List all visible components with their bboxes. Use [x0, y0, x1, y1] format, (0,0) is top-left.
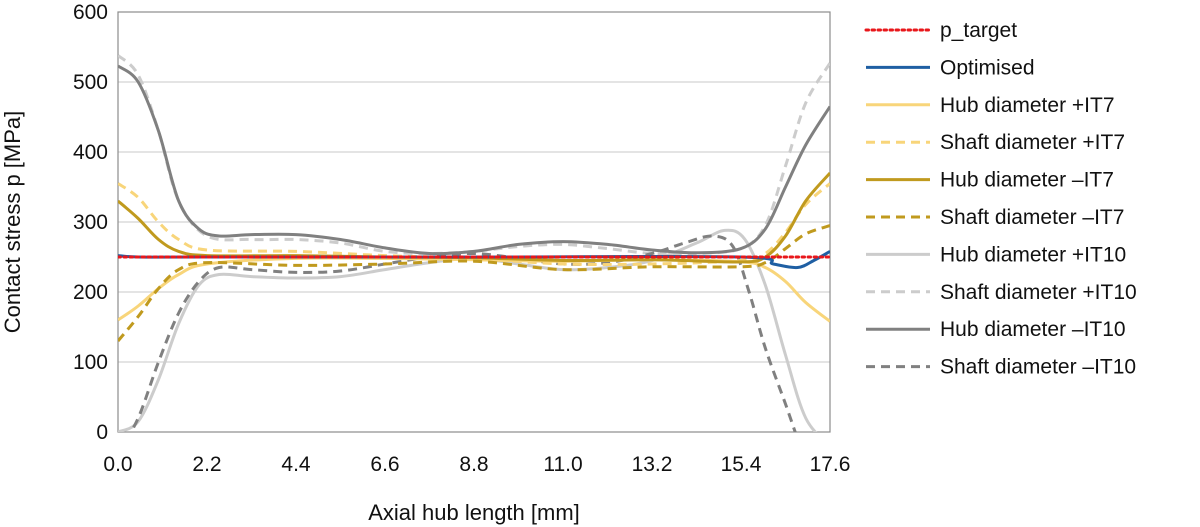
legend-label: Shaft diameter +IT10: [940, 281, 1137, 304]
x-tick-label: 17.6: [810, 453, 851, 476]
y-tick-label: 600: [73, 1, 108, 24]
series-line-5: [118, 224, 830, 342]
series-line-2: [118, 256, 830, 323]
x-tick-label: 2.2: [192, 453, 221, 476]
x-tick-label: 6.6: [370, 453, 399, 476]
series-line-9: [129, 234, 797, 432]
legend-label: Optimised: [940, 56, 1035, 79]
plot-area-frame: [117, 11, 831, 433]
x-tick-label: 15.4: [721, 453, 762, 476]
y-axis-ticks: 0 100 200 300 400 500 600: [73, 1, 108, 444]
grid-lines: [118, 81, 830, 363]
y-tick-label: 300: [73, 211, 108, 234]
series-line-7: [118, 54, 830, 256]
legend-label: p_target: [940, 19, 1017, 42]
x-tick-label: 4.4: [281, 453, 311, 476]
y-tick-label: 200: [73, 281, 108, 304]
y-tick-label: 100: [73, 351, 108, 374]
legend-label: Shaft diameter +IT7: [940, 131, 1125, 154]
x-axis-title: Axial hub length [mm]: [368, 500, 580, 525]
legend-label: Hub diameter –IT10: [940, 318, 1126, 341]
series-line-8: [118, 64, 830, 256]
legend-label: Hub diameter +IT7: [940, 94, 1115, 117]
y-tick-label: 500: [73, 71, 108, 94]
x-tick-label: 8.8: [459, 453, 488, 476]
x-tick-label: 13.2: [632, 453, 673, 476]
x-tick-label: 0.0: [103, 453, 132, 476]
legend-label: Shaft diameter –IT7: [940, 206, 1124, 229]
x-tick-label: 11.0: [543, 453, 582, 476]
legend-label: Hub diameter –IT7: [940, 169, 1114, 192]
y-tick-label: 0: [96, 421, 108, 444]
legend: p_target Optimised Hub diameter +IT7 Shaft …: [864, 19, 1137, 379]
series-line-4: [118, 172, 830, 264]
x-axis-ticks: 0.0 2.2 4.4 6.6 8.8 11.0 13.2 15.4 17.6: [103, 453, 850, 476]
y-axis-title: Contact stress p [MPa]: [0, 111, 25, 334]
series-layer: [118, 54, 830, 432]
y-tick-label: 400: [73, 141, 108, 164]
legend-label: Hub diameter +IT10: [940, 243, 1126, 266]
legend-label: Shaft diameter –IT10: [940, 356, 1136, 379]
